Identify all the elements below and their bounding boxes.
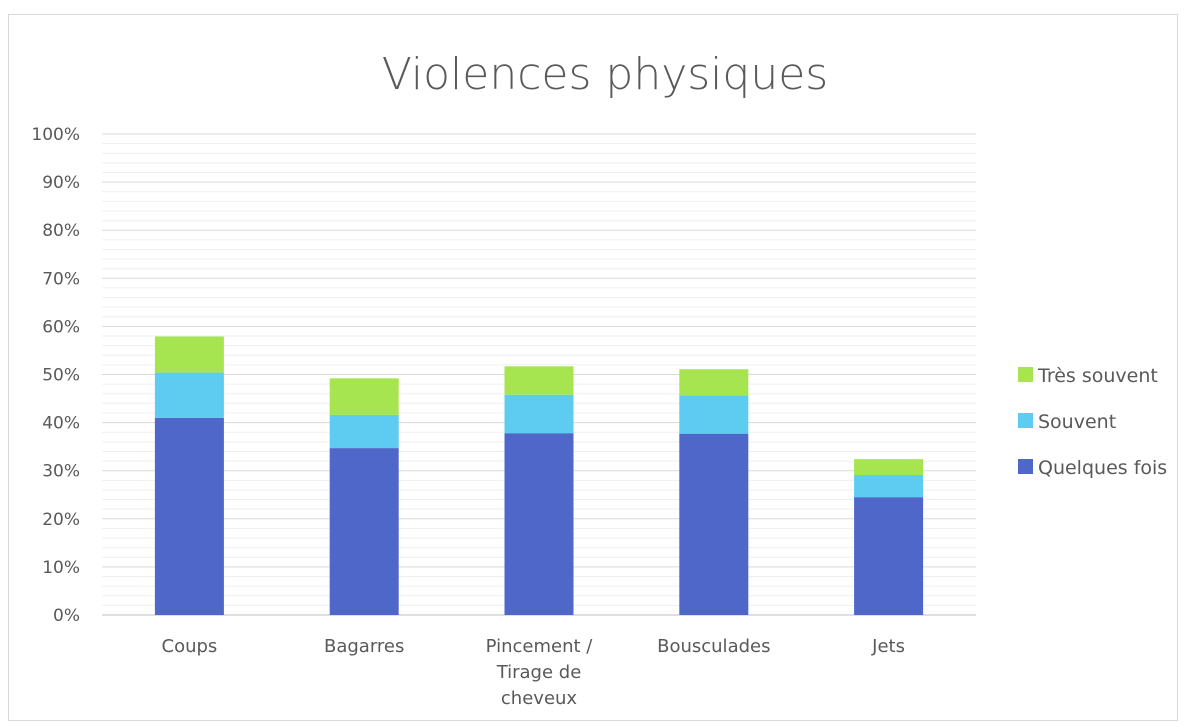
bar-souvent	[504, 394, 574, 434]
y-tick-label: 20%	[42, 510, 80, 530]
bars	[154, 336, 924, 615]
bar-souvent	[854, 475, 924, 498]
y-tick-label: 40%	[42, 414, 80, 434]
bar-tr-s-souvent	[329, 378, 399, 415]
bar-tr-s-souvent	[154, 336, 224, 373]
bar-tr-s-souvent	[679, 369, 749, 396]
legend-label: Souvent	[1038, 411, 1116, 433]
x-category-label: cheveux	[501, 688, 578, 709]
legend-swatch	[1018, 459, 1033, 474]
bar-quelques-fois	[329, 448, 399, 615]
bar-quelques-fois	[854, 497, 924, 615]
y-tick-label: 100%	[31, 125, 80, 145]
bar-tr-s-souvent	[504, 366, 574, 395]
y-tick-label: 0%	[53, 606, 80, 626]
x-category-label: Tirage de	[496, 662, 582, 683]
y-tick-label: 30%	[42, 462, 80, 482]
x-category-label: Jets	[871, 636, 905, 657]
legend: Très souvent Souvent Quelques fois	[1018, 365, 1167, 479]
bar-tr-s-souvent	[854, 459, 924, 476]
legend-label: Quelques fois	[1038, 457, 1167, 479]
bar-quelques-fois	[154, 417, 224, 615]
y-tick-label: 10%	[42, 558, 80, 578]
bar-souvent	[679, 395, 749, 434]
bar-souvent	[154, 372, 224, 418]
y-tick-label: 50%	[42, 366, 80, 386]
x-axis-categories: Coups Bagarres Pincement / Tirage de cheveux…	[162, 636, 906, 709]
legend-label: Très souvent	[1037, 365, 1158, 387]
bar-quelques-fois	[504, 433, 574, 615]
y-tick-label: 90%	[42, 173, 80, 193]
x-category-label: Pincement /	[486, 636, 594, 657]
y-tick-label: 60%	[42, 317, 80, 337]
legend-swatch	[1018, 413, 1033, 428]
y-tick-label: 70%	[42, 269, 80, 289]
bar-souvent	[329, 414, 399, 449]
x-category-label: Bousculades	[657, 636, 770, 657]
bar-quelques-fois	[679, 433, 749, 615]
x-category-label: Coups	[162, 636, 218, 657]
y-tick-label: 80%	[42, 221, 80, 241]
x-category-label: Bagarres	[324, 636, 404, 657]
chart-title: Violences physiques	[382, 49, 828, 100]
legend-swatch	[1018, 367, 1033, 382]
y-axis-ticks: 0% 10% 20% 30% 40% 50% 60% 70% 80% 90% 100%	[31, 125, 80, 626]
